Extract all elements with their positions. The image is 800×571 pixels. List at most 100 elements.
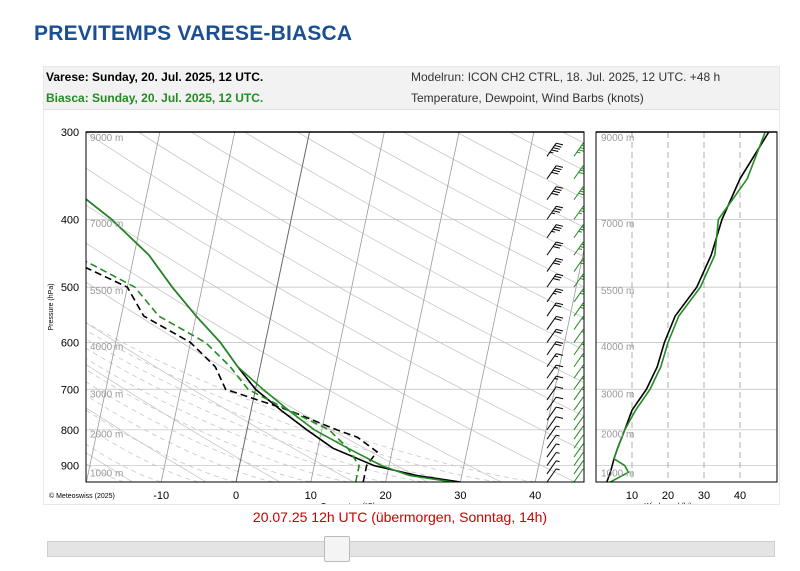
dry-adiabat — [455, 132, 584, 199]
wind-barb-staff — [546, 386, 557, 401]
wind-barb-flag — [551, 149, 559, 153]
wind-barb-flag — [578, 126, 585, 128]
wind-barb-staff — [573, 468, 584, 482]
wind-barb-flag — [556, 406, 564, 410]
wind-barb-half-flag — [554, 366, 559, 369]
wind-barb-flag — [554, 167, 562, 171]
wind-barb-flag — [581, 290, 584, 293]
wind-barb-flag — [556, 142, 564, 146]
wind-barb-flag — [556, 341, 564, 344]
isotherm — [160, 132, 236, 482]
windspeed-height-label: 4000 m — [601, 342, 634, 353]
wind-barb-flag — [554, 260, 562, 263]
biasca-wind-barb — [573, 416, 584, 431]
windspeed-height-label: 3000 m — [601, 390, 634, 401]
wind-barb-staff — [573, 452, 584, 466]
wind-barb-flag — [581, 188, 584, 190]
varese-wind-barb — [546, 375, 564, 390]
windspeed-tick-label: 10 — [626, 490, 638, 502]
wind-barb-flag — [578, 192, 584, 196]
wind-barb-flag — [554, 343, 562, 347]
temperature-tick-label: 20 — [379, 490, 391, 502]
biasca-wind-barb — [573, 241, 584, 256]
wind-barb-flag — [556, 205, 564, 209]
time-slider[interactable] — [47, 536, 775, 562]
wind-barb-flag — [578, 149, 584, 152]
biasca-wind-barb — [573, 165, 584, 180]
zero-isotherm — [235, 132, 310, 482]
varese-wind-barb — [546, 364, 564, 379]
height-label: 3000 m — [90, 390, 123, 401]
wind-barb-flag — [579, 169, 584, 172]
wind-barb-flag — [554, 188, 562, 192]
dry-adiabat — [243, 132, 584, 319]
moist-adiabat — [86, 321, 536, 482]
wind-barb-flag — [554, 304, 562, 308]
biasca-dewpoint-line — [86, 260, 360, 482]
wind-barb-staff — [546, 416, 557, 431]
temperature-tick-label: 30 — [454, 490, 466, 502]
wind-barb-staff — [573, 396, 584, 411]
wind-barb-flag — [554, 226, 562, 230]
time-slider-thumb[interactable] — [324, 536, 350, 562]
isotherm — [385, 132, 460, 482]
varese-wind-barb — [546, 386, 564, 401]
dry-adiabat — [86, 452, 133, 482]
isotherm — [86, 132, 161, 482]
wind-barb-flag — [552, 262, 560, 266]
wind-barb-staff — [546, 460, 557, 475]
copyright-label: © Meteoswiss (2025) — [49, 492, 115, 500]
windspeed-height-label: 2000 m — [601, 430, 634, 441]
height-label: 1000 m — [90, 468, 123, 479]
wind-barb-flag — [554, 243, 562, 247]
pressure-tick-label: 500 — [61, 282, 79, 294]
wind-barb-flag — [550, 128, 557, 130]
windspeed-tick-label: 40 — [734, 490, 746, 502]
moist-adiabat — [86, 347, 424, 482]
pressure-tick-label: 400 — [61, 214, 79, 226]
variables-label: Temperature, Dewpoint, Wind Barbs (knots… — [411, 91, 644, 105]
windspeed-height-label: 5500 m — [601, 286, 634, 297]
wind-barb-half-flag — [577, 128, 580, 129]
wind-barb-flag — [552, 147, 560, 150]
windspeed-tick-label: 20 — [662, 490, 674, 502]
temperature-tick-label: 10 — [305, 490, 317, 502]
wind-barb-flag — [581, 243, 584, 246]
wind-barb-half-flag — [554, 377, 559, 380]
wind-barb-flag — [556, 273, 564, 277]
wind-barb-flag — [578, 171, 584, 175]
varese-wind-barb — [546, 451, 560, 466]
wind-barb-flag — [581, 207, 584, 210]
wind-barb-flag — [579, 147, 584, 150]
moist-adiabat — [86, 357, 386, 482]
varese-wind-barb — [546, 205, 564, 220]
wind-barb-flag — [551, 126, 558, 128]
wind-barb-half-flag — [581, 388, 584, 391]
dry-adiabat — [86, 242, 502, 482]
wind-barb-flag — [579, 262, 584, 265]
dry-adiabat — [86, 167, 584, 452]
isotherm — [460, 132, 535, 482]
wind-barb-flag — [581, 318, 584, 320]
wind-barb-flag — [554, 290, 562, 294]
dry-adiabat — [86, 281, 428, 482]
varese-wind-barb — [546, 257, 564, 272]
varese-wind-barb — [546, 328, 564, 343]
wind-barb-flag — [555, 121, 562, 123]
biasca-wind-barb — [573, 302, 584, 317]
wind-barb-flag — [581, 226, 584, 228]
wind-barb-half-flag — [549, 151, 554, 154]
wind-barb-flag — [556, 288, 564, 291]
varese-header-label: Varese: Sunday, 20. Jul. 2025, 12 UTC. — [46, 70, 264, 84]
wind-barb-flag — [556, 416, 564, 419]
wind-barb-flag — [579, 245, 584, 248]
wind-barb-half-flag — [552, 292, 557, 295]
skewt-chart-svg: 9000 m 7000 m 5500 m 4000 m 3000 m 2000 m 1000… — [48, 121, 778, 504]
varese-wind-barb — [547, 121, 562, 133]
biasca-windspeed-line — [610, 132, 766, 482]
varese-wind-barb — [546, 302, 564, 317]
varese-wind-barb — [546, 468, 560, 482]
wind-barb-staff — [573, 425, 584, 440]
biasca-wind-barb — [573, 328, 584, 343]
wind-barb-flag — [552, 228, 560, 232]
